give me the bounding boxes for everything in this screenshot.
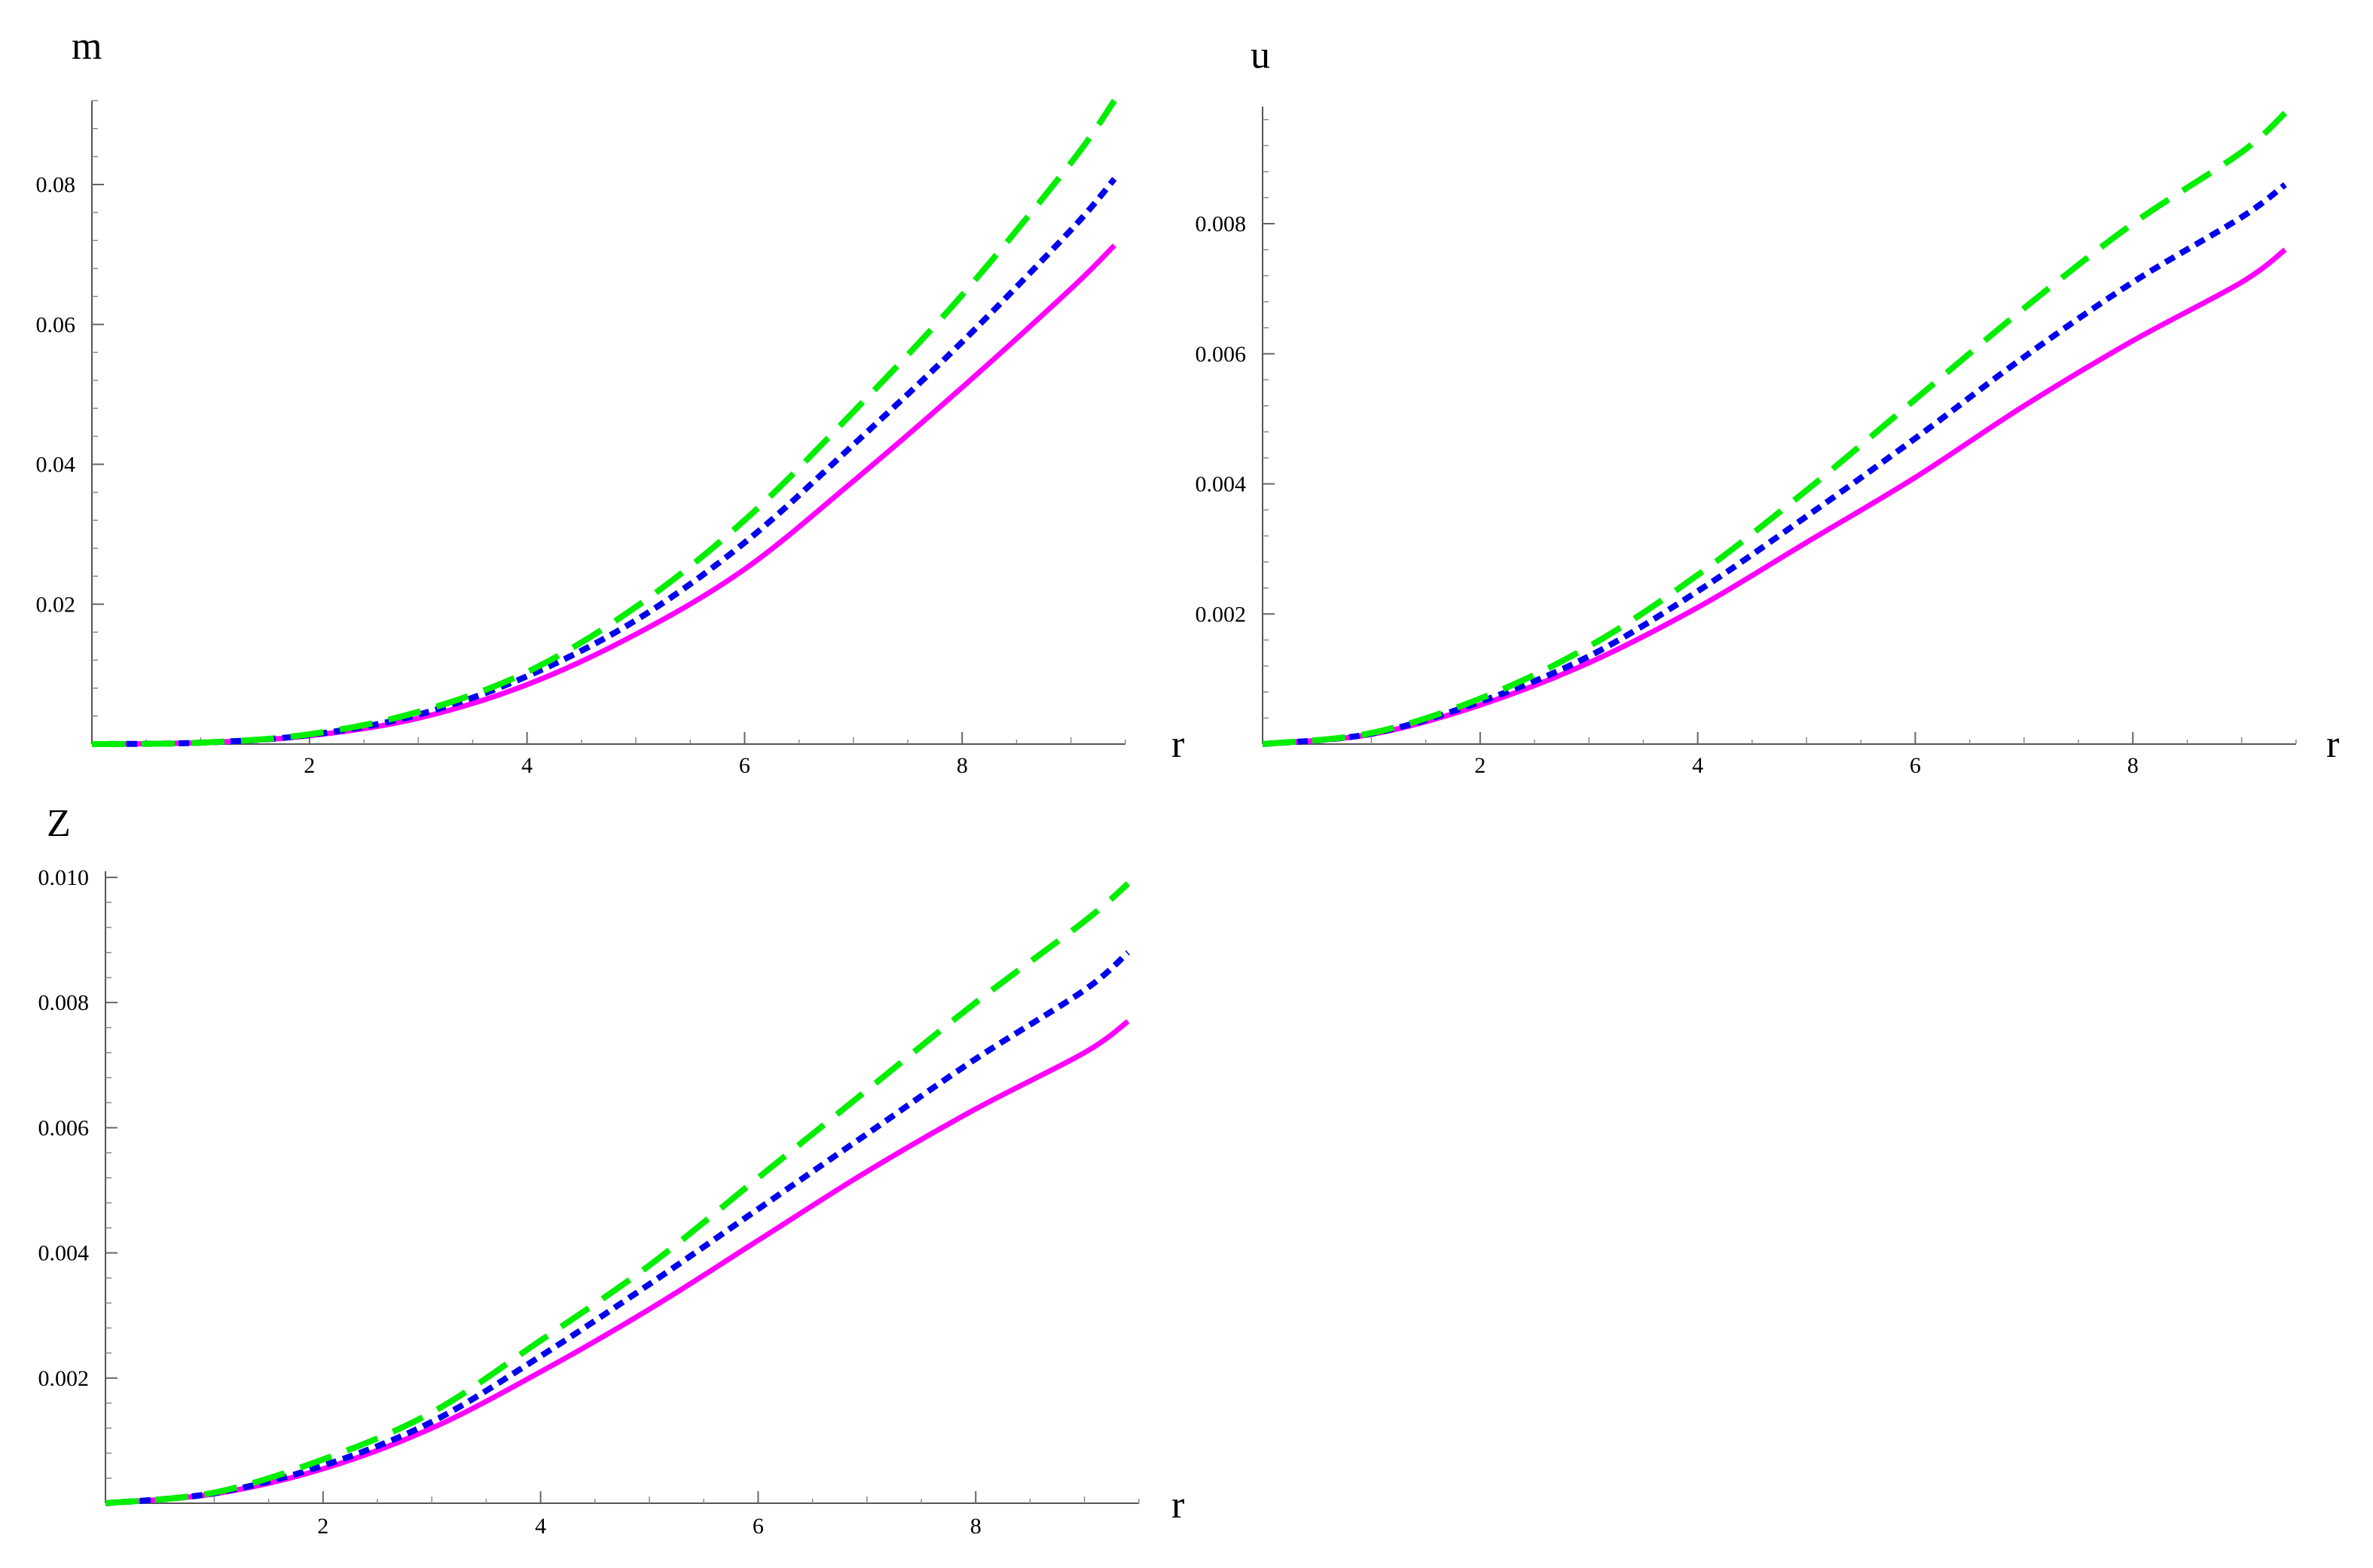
y-tick-label: 0.04	[36, 453, 76, 477]
x-tick-label: 6	[1910, 753, 1921, 778]
series-line-solid	[91, 243, 1116, 747]
y-tick-label: 0.006	[38, 1115, 90, 1140]
series-line-dotted	[91, 176, 1117, 747]
x-axis-label: r	[2326, 723, 2339, 766]
x-tick-label: 2	[317, 1514, 328, 1539]
x-tick-label: 4	[535, 1514, 546, 1539]
x-tick-label: 8	[957, 753, 968, 778]
y-tick-label: 0.02	[36, 592, 76, 617]
y-tick-label: 0.008	[38, 990, 90, 1015]
panel-m: 2 4 6 8 0.02 0.04 0.06 0.08 r m	[36, 25, 1185, 778]
series-line-dashed	[91, 99, 1117, 747]
x-axis-label: r	[1171, 723, 1184, 766]
x-tick-label: 8	[2127, 753, 2139, 778]
panel-u: 2 4 6 8 0.002 0.004 0.006 0.008 r u	[1196, 34, 2340, 778]
y-tick-label: 0.08	[36, 172, 76, 197]
y-axis-label: m	[72, 25, 102, 68]
y-axis-label: Z	[47, 802, 71, 845]
y-tick-label: 0.006	[1196, 342, 1247, 367]
series-line-solid	[105, 1019, 1130, 1506]
x-axis-label: r	[1171, 1484, 1184, 1527]
panel-z: 2 4 6 8 0.002 0.004 0.006 0.008 0.010 r Z	[38, 802, 1185, 1539]
series-line-dotted	[1262, 182, 2287, 747]
x-tick-label: 8	[970, 1514, 982, 1539]
x-tick-label: 4	[521, 753, 533, 778]
y-tick-label: 0.004	[38, 1241, 90, 1266]
series-line-dotted	[105, 950, 1131, 1506]
series-line-dashed	[105, 881, 1130, 1506]
y-tick-label: 0.002	[38, 1366, 90, 1391]
y-tick-label: 0.008	[1196, 212, 1247, 236]
series-line-solid	[1262, 247, 2287, 747]
x-tick-label: 4	[1692, 753, 1703, 778]
y-tick-label: 0.010	[38, 865, 90, 890]
y-tick-label: 0.004	[1196, 472, 1247, 497]
x-tick-label: 2	[304, 753, 315, 778]
y-axis-label: u	[1251, 34, 1270, 77]
x-tick-label: 6	[753, 1514, 764, 1539]
y-tick-label: 0.002	[1196, 602, 1247, 627]
x-tick-label: 2	[1474, 753, 1486, 778]
series-line-dashed	[1262, 111, 2288, 747]
y-tick-label: 0.06	[36, 313, 76, 337]
x-tick-label: 6	[739, 753, 750, 778]
